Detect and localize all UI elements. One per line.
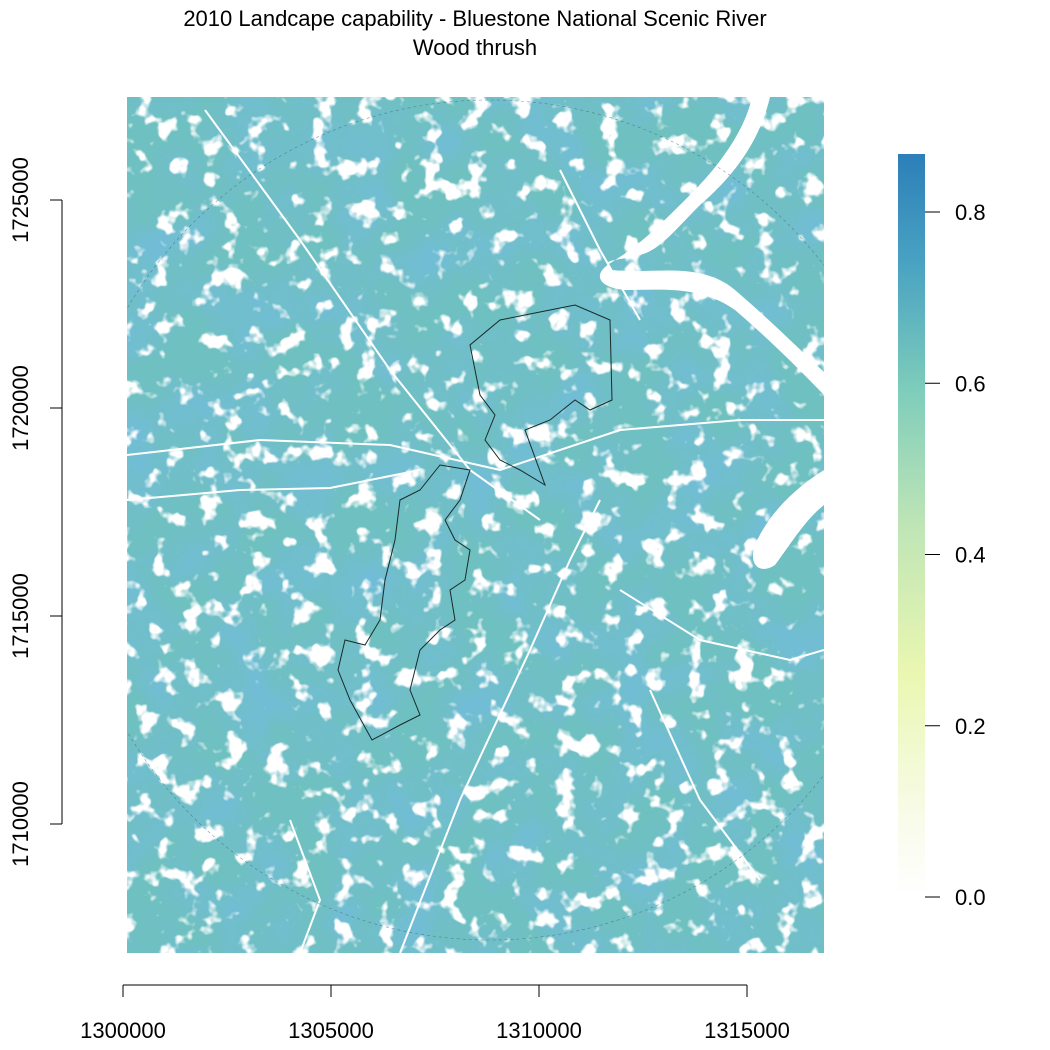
legend-tick-label: 0.6 — [955, 371, 986, 396]
y-axis: 1710000 1715000 1720000 1725000 — [8, 157, 63, 867]
river-east — [752, 470, 824, 569]
y-tick-label: 1725000 — [8, 157, 33, 243]
x-tick-label: 1315000 — [704, 1018, 790, 1043]
y-tick-label: 1715000 — [8, 573, 33, 659]
x-tick-label: 1300000 — [80, 1018, 166, 1043]
legend: 0.0 0.2 0.4 0.6 0.8 — [898, 154, 986, 910]
legend-tick-label: 0.8 — [955, 200, 986, 225]
raster-map — [127, 97, 824, 953]
legend-tick-label: 0.2 — [955, 714, 986, 739]
x-axis: 1300000 1305000 1310000 1315000 — [80, 984, 790, 1043]
roads — [127, 109, 824, 953]
y-tick-label: 1710000 — [8, 781, 33, 867]
legend-tick-label: 0.4 — [955, 543, 986, 568]
x-tick-label: 1305000 — [288, 1018, 374, 1043]
park-boundary — [337, 304, 613, 741]
x-tick-label: 1310000 — [496, 1018, 582, 1043]
legend-color-bar — [898, 154, 925, 897]
y-tick-label: 1720000 — [8, 365, 33, 451]
legend-tick-label: 0.0 — [955, 885, 986, 910]
chart-title: 2010 Landcape capability - Bluestone Nat… — [183, 6, 767, 31]
chart-subtitle: Wood thrush — [412, 35, 538, 60]
river — [599, 97, 824, 395]
